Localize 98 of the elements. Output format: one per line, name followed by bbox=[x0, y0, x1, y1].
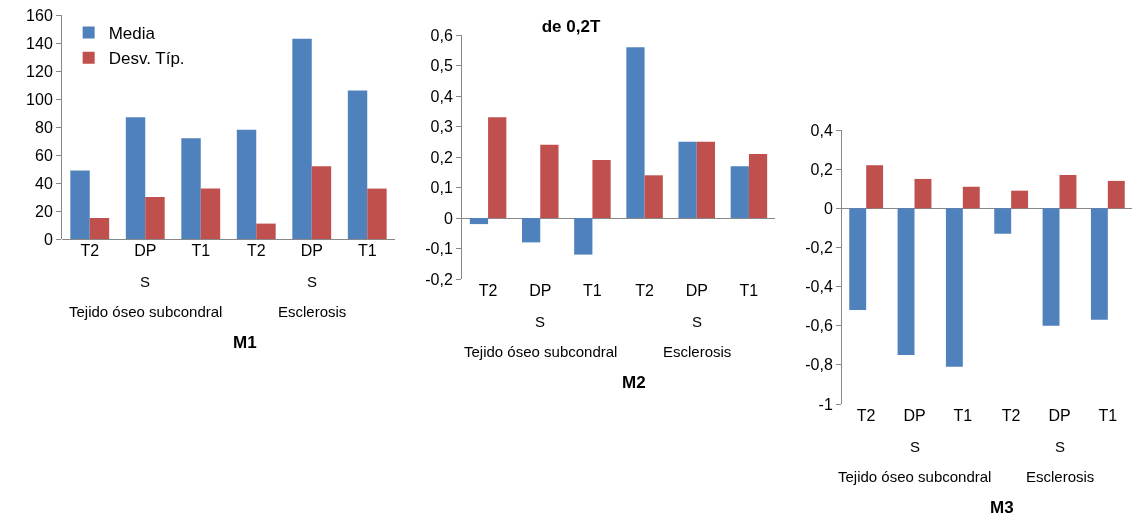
bar bbox=[897, 208, 915, 356]
x-tick-label: T1 bbox=[191, 242, 211, 259]
x-tick-label: DP bbox=[134, 242, 157, 259]
y-tick-label: 0,2 bbox=[430, 148, 453, 166]
y-tick-label: 60 bbox=[35, 146, 53, 164]
bar bbox=[626, 47, 645, 218]
bar bbox=[200, 188, 221, 239]
text: Tejido óseo subcondral bbox=[69, 303, 223, 320]
y-tick-label: 120 bbox=[26, 62, 53, 80]
y-tick-label: 0,4 bbox=[810, 121, 833, 139]
y-tick-label: 40 bbox=[35, 174, 53, 192]
y-tick-label: 0 bbox=[823, 199, 833, 217]
legend-label: Desv. Típ. bbox=[108, 49, 185, 69]
x-tick-label: T1 bbox=[1098, 407, 1118, 424]
y-tick-label: 0,2 bbox=[810, 160, 833, 178]
bar bbox=[70, 170, 90, 239]
legend-label: Media bbox=[108, 24, 156, 44]
x-tick-label: T2 bbox=[246, 242, 266, 259]
x-tick-label: T2 bbox=[856, 407, 876, 424]
text: S bbox=[535, 313, 546, 330]
text: Esclerosis bbox=[663, 343, 732, 360]
bar bbox=[89, 218, 110, 239]
bar bbox=[540, 144, 559, 218]
x-axis-title: M1 bbox=[233, 333, 257, 352]
bar bbox=[945, 208, 963, 367]
text: S bbox=[910, 438, 921, 455]
y-tick-label: 0,1 bbox=[430, 179, 453, 197]
bar bbox=[521, 218, 541, 243]
y-tick-label: 0 bbox=[443, 209, 453, 227]
y-tick-label: 20 bbox=[35, 202, 53, 220]
x-tick-label: DP bbox=[685, 282, 708, 299]
bar bbox=[236, 129, 257, 239]
y-tick-label: 0,3 bbox=[430, 118, 453, 136]
bar bbox=[730, 166, 749, 218]
y-tick-label: -0,1 bbox=[425, 240, 453, 258]
y-tick-label: 0,4 bbox=[430, 87, 453, 105]
y-tick-label: 0 bbox=[43, 230, 53, 248]
x-tick-label: T2 bbox=[635, 282, 655, 299]
bar bbox=[696, 141, 716, 218]
text: S bbox=[1055, 438, 1066, 455]
y-tick-label: 160 bbox=[26, 6, 53, 24]
y-tick-label: -0,4 bbox=[805, 278, 833, 296]
x-tick-label: T1 bbox=[953, 407, 973, 424]
x-tick-label: T1 bbox=[583, 282, 602, 299]
chart-title: de 0,2T bbox=[541, 17, 601, 37]
x-axis-title: M3 bbox=[990, 498, 1014, 517]
bar bbox=[1107, 180, 1125, 209]
bar bbox=[962, 186, 980, 209]
y-tick-label: -0,2 bbox=[805, 239, 833, 257]
bar bbox=[469, 218, 489, 225]
bar bbox=[574, 218, 593, 255]
bar bbox=[367, 188, 387, 239]
x-tick-label: T1 bbox=[357, 242, 377, 259]
bar bbox=[488, 117, 507, 218]
y-tick-label: -0,6 bbox=[805, 317, 833, 335]
y-tick-label: 100 bbox=[26, 90, 53, 108]
x-tick-label: T2 bbox=[1001, 407, 1021, 424]
x-tick-label: DP bbox=[1048, 407, 1071, 424]
x-tick-label: DP bbox=[529, 282, 552, 299]
text: S bbox=[140, 273, 151, 290]
bar bbox=[1011, 190, 1029, 209]
bar bbox=[592, 160, 611, 218]
text: S bbox=[692, 313, 703, 330]
bar bbox=[1042, 208, 1060, 326]
y-tick-label: 0,5 bbox=[430, 57, 453, 75]
y-tick-label: -0,2 bbox=[425, 270, 453, 288]
bar bbox=[181, 138, 201, 239]
y-tick-label: -1 bbox=[818, 395, 833, 413]
x-tick-label: T2 bbox=[478, 282, 498, 299]
bar bbox=[866, 165, 884, 209]
x-axis-title: M2 bbox=[622, 373, 646, 392]
text: Tejido óseo subcondral bbox=[838, 468, 992, 485]
y-tick-label: 80 bbox=[35, 118, 53, 136]
bar bbox=[347, 90, 368, 239]
bar bbox=[849, 208, 867, 311]
y-tick-label: -0,8 bbox=[805, 356, 833, 374]
y-tick-label: 0,6 bbox=[430, 26, 453, 44]
bar bbox=[1059, 175, 1077, 209]
text: Esclerosis bbox=[278, 303, 347, 320]
bar bbox=[644, 175, 663, 218]
text: Tejido óseo subcondral bbox=[464, 343, 618, 360]
x-tick-label: T1 bbox=[739, 282, 759, 299]
x-tick-label: DP bbox=[300, 242, 323, 259]
y-tick-label: 140 bbox=[26, 34, 53, 52]
bar bbox=[125, 117, 146, 239]
bar bbox=[678, 141, 697, 218]
text: Esclerosis bbox=[1026, 468, 1095, 485]
x-tick-label: DP bbox=[903, 407, 926, 424]
bar bbox=[145, 197, 165, 239]
bar bbox=[1090, 208, 1108, 320]
bar bbox=[292, 38, 312, 239]
bar bbox=[311, 166, 332, 239]
bar bbox=[256, 223, 276, 239]
bar bbox=[748, 153, 768, 218]
bar bbox=[914, 178, 932, 209]
x-tick-label: T2 bbox=[80, 242, 100, 259]
text: S bbox=[307, 273, 318, 290]
bar bbox=[994, 208, 1012, 234]
